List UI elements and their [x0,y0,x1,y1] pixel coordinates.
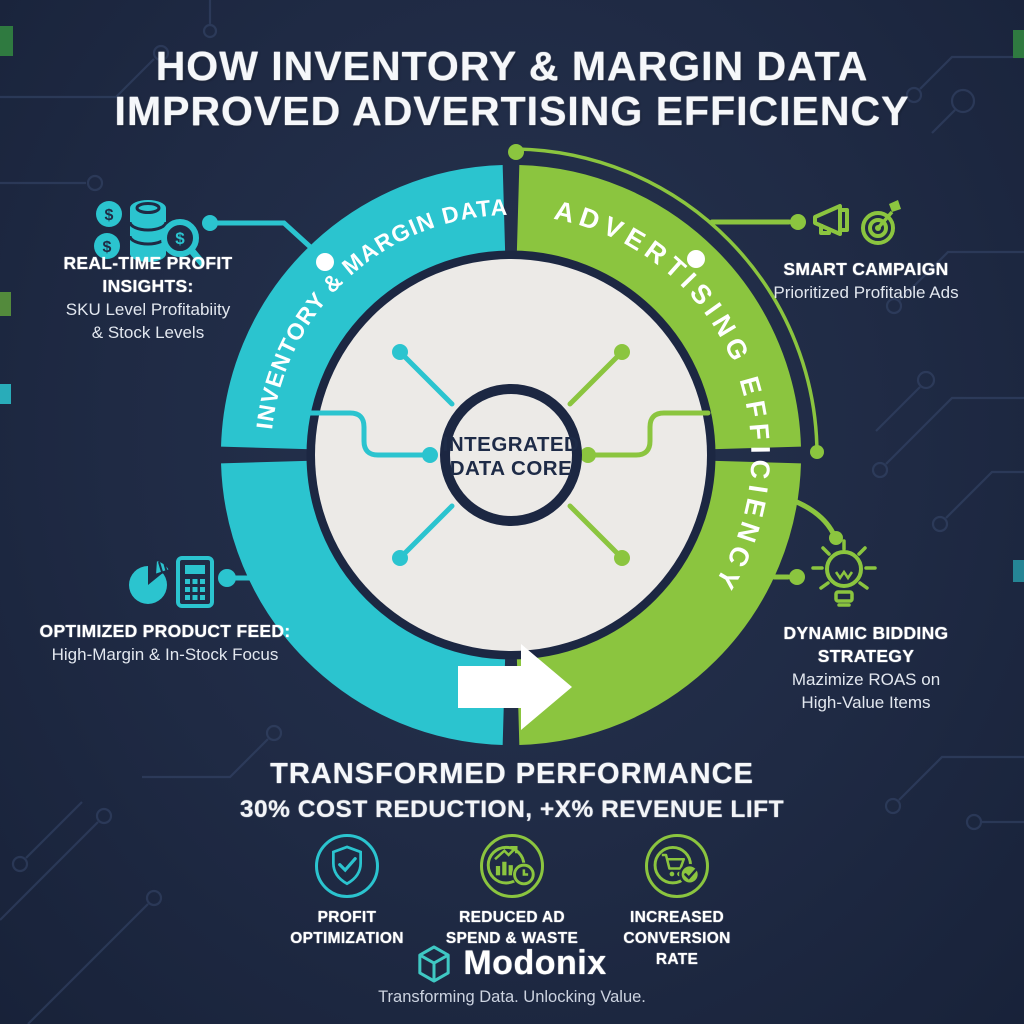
svg-text:$: $ [105,207,114,224]
results-subheadline: 30% COST REDUCTION, +X% REVENUE LIFT [239,796,785,823]
megaphone-target-icon [813,200,901,245]
callout-title: OPTIMIZED PRODUCT FEED: [39,621,291,641]
segment-advertising-bottom [515,459,801,745]
feature-reduced-ad-spend: REDUCED AD SPEND & WASTE [437,834,587,971]
feature-increased-conversion: INCREASED CONVERSION RATE [602,834,752,971]
segment-advertising-top [515,165,801,451]
outer-green-arc [508,144,824,459]
svg-text:$: $ [103,239,112,256]
core-circle [440,384,582,526]
results-headline: TRANSFORMED PERFORMANCE [270,758,754,790]
feature-circle [645,834,709,898]
svg-text:$: $ [175,229,185,248]
feature-label: REDUCED AD SPEND & WASTE [445,909,579,947]
pie-calculator-icon [129,556,214,608]
callout-line: High-Value Items [801,693,931,712]
page-title: HOW INVENTORY & MARGIN DATA IMPROVED ADV… [0,43,1024,135]
callout-bottom-left: OPTIMIZED PRODUCT FEED: High-Margin & In… [35,620,295,666]
callout-line: SKU Level Profitabiity [65,300,231,319]
inner-border-ring [306,250,716,660]
feature-row: PROFIT OPTIMIZATION [0,834,1024,971]
shield-check-icon [332,845,362,886]
lightbulb-icon [811,539,877,607]
cart-check-icon [653,845,701,885]
chart-clock-icon [486,845,536,887]
ring-node-right [687,250,705,268]
callout-top-left: REAL-TIME PROFIT INSIGHTS: SKU Level Pro… [28,252,268,344]
donut-ring [221,165,801,745]
callout-title: REAL-TIME PROFIT INSIGHTS: [63,253,233,296]
callout-bottom-right: DYNAMIC BIDDING STRATEGY Mazimize ROAS o… [751,622,981,714]
callout-line: & Stock Levels [91,323,205,342]
ring-node-left [316,253,334,271]
page-title-line1: HOW INVENTORY & MARGIN DATA [155,43,869,89]
brand-tagline: Transforming Data. Unlocking Value. [378,988,646,1006]
segment-inventory-bottom [221,459,507,745]
feature-circle [315,834,379,898]
brand-name: Modonix [463,944,607,982]
edge-chips [0,26,1024,582]
flow-arrow-icon [458,644,572,730]
segment-inventory-top [221,165,507,451]
feature-label: PROFIT OPTIMIZATION [290,909,404,947]
callout-top-right: SMART CAMPAIGN Prioritized Profitable Ad… [751,258,981,304]
inner-connectors [303,344,711,566]
modonix-cube-icon [418,944,451,983]
callout-line: Mazimize ROAS on [791,670,941,689]
callout-title: DYNAMIC BIDDING STRATEGY [783,623,949,666]
core-label-line1: INTEGRATED [443,433,580,456]
feature-profit-optimization: PROFIT OPTIMIZATION [272,834,422,971]
feature-circle [480,834,544,898]
feature-label: INCREASED CONVERSION RATE [623,909,731,968]
core-label-line2: DATA CORE [450,457,573,480]
footer-brand-row: Modonix [0,944,1024,983]
callout-line: Prioritized Profitable Ads [773,283,959,302]
page-title-line2: IMPROVED ADVERTISING EFFICIENCY [114,88,910,135]
coins-magnifier-icon: $ $ $ [94,200,204,267]
callout-title: SMART CAMPAIGN [783,259,949,279]
callout-line: High-Margin & In-Stock Focus [51,645,279,664]
